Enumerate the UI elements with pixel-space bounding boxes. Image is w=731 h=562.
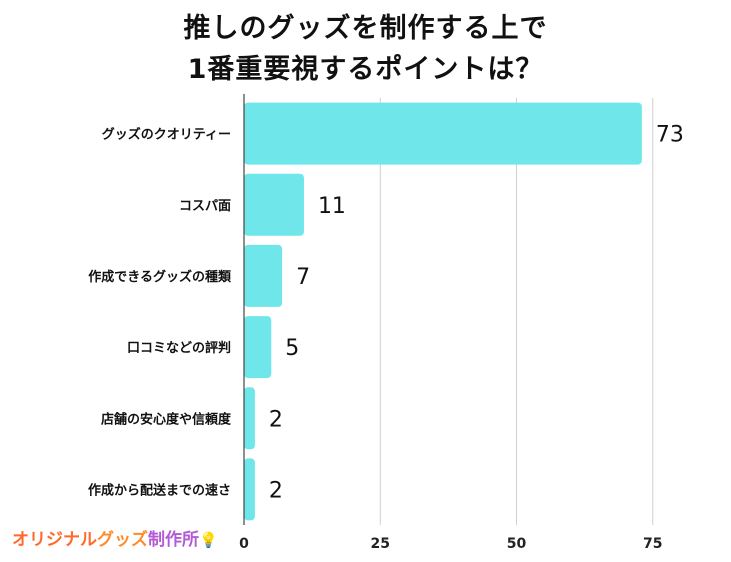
bar-2	[244, 173, 304, 236]
chart-title: 推しのグッズを制作する上で 1番重要視するポイントは？	[0, 8, 731, 90]
category-label-1: グッズのクオリティー	[102, 127, 231, 143]
value-label-4: 5	[285, 336, 299, 361]
value-label-5: 2	[269, 407, 283, 432]
bar-3	[244, 244, 283, 307]
x-tick-label-75: 75	[643, 536, 662, 552]
category-label-4: 口コミなどの評判	[127, 340, 231, 356]
category-label-5: 店舗の安心度や信頼度	[101, 411, 232, 427]
category-label-3: 作成できるグッズの種類	[88, 269, 232, 285]
value-label-3: 7	[296, 265, 310, 290]
bar-5	[244, 387, 255, 450]
brand-logo-part-3: 制作所	[148, 530, 199, 550]
chart-title-line-2: 1番重要視するポイントは？	[187, 54, 544, 85]
lightbulb-icon: 💡	[199, 531, 218, 549]
brand-logo: オリジナルグッズ制作所💡	[12, 525, 218, 550]
bar-1	[244, 102, 642, 165]
brand-logo-part-1: オリジナル	[12, 530, 97, 550]
value-label-2: 11	[318, 194, 346, 219]
category-label-6: 作成から配送までの速さ	[88, 482, 231, 498]
value-label-6: 2	[269, 478, 283, 503]
bar-4	[244, 316, 272, 379]
chart-title-line-1: 推しのグッズを制作する上で	[183, 13, 548, 44]
brand-logo-part-2: グッズ	[97, 530, 148, 550]
category-label-2: コスパ面	[179, 199, 231, 214]
bar-6	[244, 458, 255, 521]
x-tick-label-50: 50	[507, 536, 527, 552]
value-label-1: 73	[656, 123, 684, 148]
x-tick-label-25: 25	[371, 536, 390, 552]
x-tick-label-0: 0	[239, 536, 249, 552]
